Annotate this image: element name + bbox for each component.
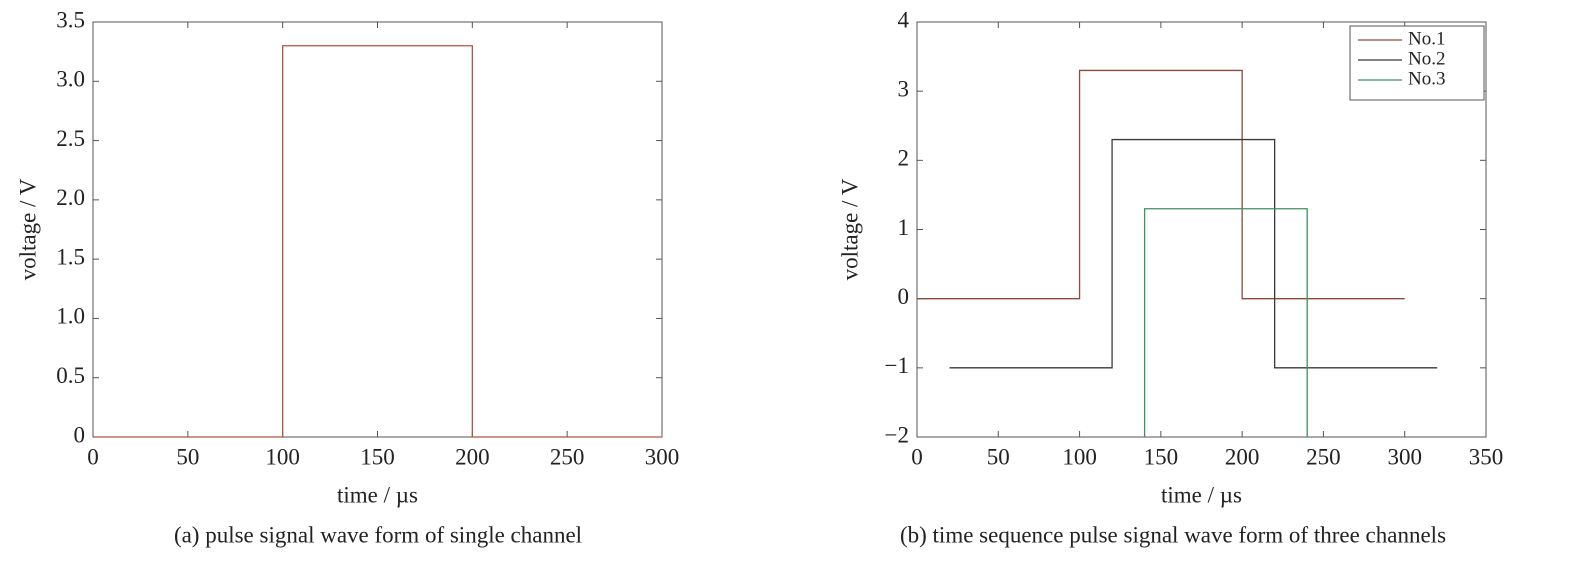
series-line [949,138,1438,369]
y-axis-label: voltage / V [15,178,40,280]
chart: 0 50 100 150 200 250 300 0 0.5 1.0 1.5 2.0 2.5 3.0 3.5… [15,7,679,547]
y-tick-label: 2.5 [56,126,85,151]
y-tick-label: 1.5 [56,244,85,269]
x-tick-label: 250 [550,444,585,469]
x-tick-label: 100 [265,444,300,469]
x-tick-label: 300 [1387,444,1422,469]
y-tick-label: 3.0 [56,67,85,92]
y-tick-label: 0 [898,284,910,309]
y-tick-label: 1 [898,215,910,240]
legend-label: No.2 [1408,48,1445,69]
legend-label: No.1 [1408,28,1445,49]
legend-label: No.3 [1408,68,1445,89]
caption: (b) time sequence pulse signal wave form… [900,522,1446,547]
x-axis-label: time / µs [1161,482,1242,507]
legend-box [1349,25,1485,101]
series-line [1143,208,1308,437]
y-tick-label: 0.5 [56,363,85,388]
caption: (a) pulse signal wave form of single cha… [174,522,582,547]
y-tick-label: −1 [885,353,909,378]
x-tick-label: 300 [645,444,680,469]
y-tick-label: 3.5 [56,7,85,32]
y-tick-label: 2.0 [56,185,85,210]
x-tick-label: 100 [1062,444,1097,469]
y-tick-label: 3 [898,76,910,101]
x-tick-label: 150 [1144,444,1179,469]
series-line [917,69,1405,300]
y-tick-label: −2 [885,422,909,447]
y-tick-label: 0 [74,422,86,447]
plot-frame [92,21,663,438]
y-tick-label: 2 [898,146,910,171]
x-tick-label: 50 [987,444,1010,469]
x-tick-label: 200 [455,444,490,469]
y-tick-label: 4 [898,7,910,32]
y-axis-label: voltage / V [837,178,862,280]
x-tick-label: 250 [1306,444,1341,469]
x-axis-label: time / µs [337,482,418,507]
series-line [93,45,662,438]
y-tick-label: 1.0 [56,304,85,329]
x-tick-label: 0 [911,444,923,469]
chart: 0 50 100 150 200 250 300 350 −2 −1 0 1 2 3 4 time / µs v… [837,7,1503,547]
x-tick-label: 0 [87,444,99,469]
x-tick-label: 350 [1469,444,1504,469]
x-tick-label: 150 [360,444,395,469]
x-tick-label: 50 [176,444,199,469]
x-tick-label: 200 [1225,444,1260,469]
